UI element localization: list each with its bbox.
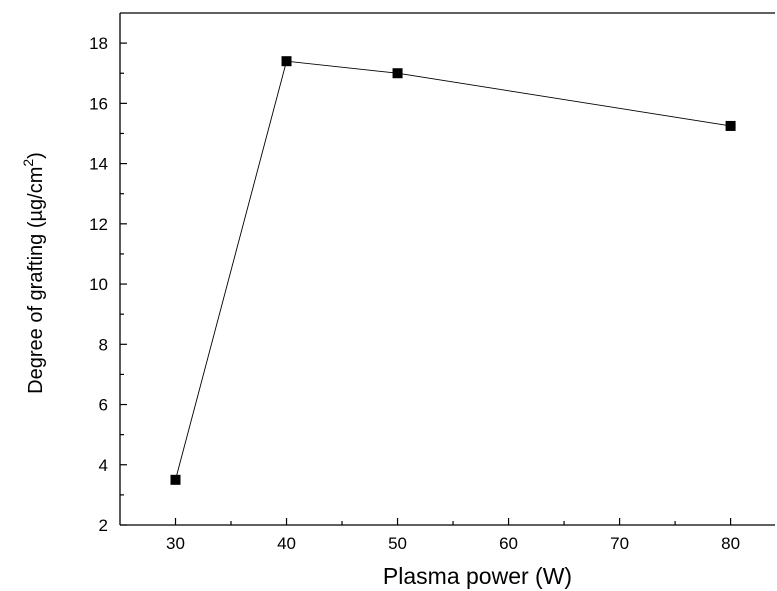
y-tick-label: 8 <box>99 335 108 354</box>
y-tick-label: 2 <box>99 516 108 535</box>
x-tick-label: 30 <box>166 534 185 553</box>
x-tick-label: 50 <box>388 534 407 553</box>
y-axis-label-close: ) <box>25 152 47 159</box>
y-axis-label-superscript: 2 <box>20 159 36 167</box>
data-point-marker <box>281 56 292 67</box>
data-point-marker <box>725 120 736 131</box>
data-point-marker <box>392 68 403 79</box>
x-ticks: 30 40 50 60 70 80 <box>166 518 740 553</box>
y-tick-label: 14 <box>89 155 108 174</box>
y-axis-label: Degree of grafting (µg/cm2) <box>20 152 47 394</box>
y-tick-label: 12 <box>89 215 108 234</box>
y-tick-label: 16 <box>89 94 108 113</box>
x-tick-label: 60 <box>499 534 518 553</box>
x-tick-label: 80 <box>721 534 740 553</box>
plot-frame <box>119 12 775 526</box>
y-tick-label: 6 <box>99 396 108 415</box>
series-layer <box>170 56 736 485</box>
series-line <box>175 60 731 480</box>
y-tick-label: 18 <box>89 34 108 53</box>
y-tick-label: 10 <box>89 275 108 294</box>
x-tick-label: 40 <box>277 534 296 553</box>
data-point-marker <box>170 474 181 485</box>
x-axis-label: Plasma power (W) <box>383 563 572 589</box>
y-tick-label: 4 <box>99 456 108 475</box>
y-ticks: 2 4 6 8 10 12 14 16 18 <box>89 34 127 535</box>
x-tick-label: 70 <box>610 534 629 553</box>
y-axis-label-main: Degree of grafting (µg/cm <box>25 167 47 394</box>
